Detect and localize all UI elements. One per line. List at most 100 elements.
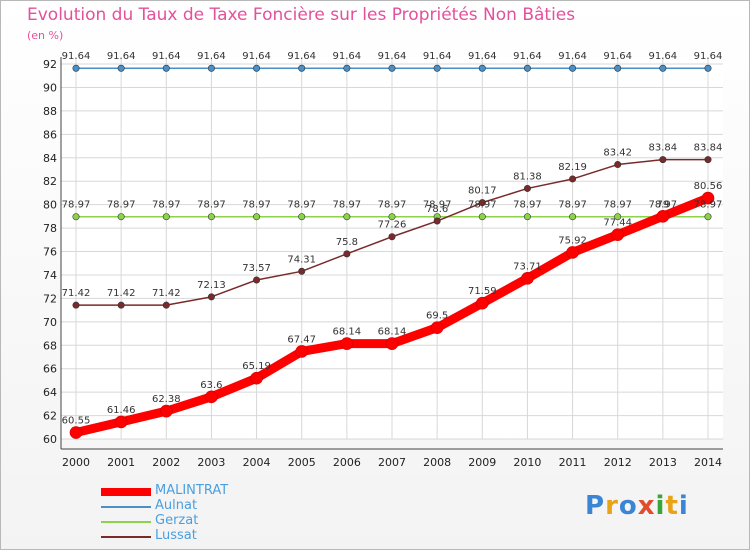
data-label-gerzat: 78.97 [62,200,91,211]
data-label-gerzat: 78.97 [468,200,497,211]
data-label-gerzat: 78.97 [107,200,136,211]
data-point-aulnat [433,64,441,72]
y-tick-label: 74 [43,269,57,282]
data-point-gerzat [388,213,396,221]
data-point-gerzat [614,213,622,221]
data-point-gerzat [72,213,80,221]
data-label-malintrat: 67.47 [287,334,316,345]
data-label-malintrat: 71.59 [468,286,497,297]
x-tick-label: 2013 [649,456,677,469]
y-tick-label: 60 [43,433,57,446]
data-point-aulnat [207,64,215,72]
data-label-malintrat: 80.56 [694,181,723,192]
data-label-lussat: 71.42 [152,288,181,299]
data-point-malintrat [114,415,128,429]
data-point-malintrat [69,426,83,439]
data-point-gerzat [569,213,577,221]
data-point-malintrat [475,296,489,310]
data-point-aulnat [569,64,577,72]
data-point-lussat [72,301,80,309]
data-label-lussat: 74.31 [287,254,316,265]
x-tick-label: 2012 [604,456,632,469]
data-point-lussat [117,301,125,309]
legend-label: Lussat [155,528,197,543]
data-point-gerzat [117,213,125,221]
y-tick-label: 84 [43,152,57,165]
data-point-malintrat [159,404,173,418]
data-point-lussat [523,184,531,192]
data-label-aulnat: 91.64 [378,51,407,62]
data-point-gerzat [343,213,351,221]
data-point-malintrat [430,321,444,334]
data-label-aulnat: 91.64 [423,51,452,62]
data-label-aulnat: 91.64 [197,51,226,62]
data-point-gerzat [253,213,261,221]
data-label-malintrat: 68.14 [378,327,407,338]
legend-swatch [101,488,151,496]
legend-label: MALINTRAT [155,483,229,498]
data-label-lussat: 71.42 [62,288,91,299]
data-label-gerzat: 78.97 [287,200,316,211]
data-label-lussat: 71.42 [107,288,136,299]
data-label-lussat: 73.57 [242,263,271,274]
y-tick-label: 76 [43,246,57,259]
data-label-aulnat: 91.64 [242,51,271,62]
data-point-aulnat [478,64,486,72]
chart-title: Evolution du Taux de Taxe Foncière sur l… [27,5,576,25]
data-label-lussat: 83.84 [694,143,723,154]
data-point-gerzat [478,213,486,221]
data-label-gerzat: 78.97 [694,200,723,211]
data-label-gerzat: 78.97 [423,200,452,211]
data-point-malintrat [611,228,625,241]
legend-swatch [101,521,151,523]
x-tick-label: 2009 [468,456,496,469]
y-tick-label: 68 [43,339,57,352]
data-label-gerzat: 78.97 [649,200,678,211]
data-point-lussat [207,293,215,301]
data-label-lussat: 81.38 [513,171,542,182]
data-label-gerzat: 78.97 [152,200,181,211]
data-point-lussat [569,175,577,183]
data-label-malintrat: 60.55 [62,416,91,427]
legend-label: Gerzat [155,513,199,528]
data-point-malintrat [340,337,354,350]
legend-swatch [101,536,151,538]
y-tick-label: 78 [43,222,57,235]
data-point-aulnat [72,64,80,72]
data-point-lussat [478,199,486,207]
data-label-malintrat: 69.5 [426,311,448,322]
data-point-aulnat [253,64,261,72]
data-label-malintrat: 62.38 [152,394,181,405]
x-tick-label: 2003 [197,456,225,469]
data-point-aulnat [162,64,170,72]
data-point-aulnat [343,64,351,72]
x-tick-label: 2014 [694,456,722,469]
data-label-malintrat: 61.46 [107,405,136,416]
data-point-aulnat [117,64,125,72]
data-point-aulnat [614,64,622,72]
data-label-aulnat: 91.64 [694,51,723,62]
data-point-malintrat [656,210,670,223]
data-label-aulnat: 91.64 [152,51,181,62]
y-tick-label: 92 [43,58,57,71]
data-label-gerzat: 78.97 [558,200,587,211]
data-label-aulnat: 91.64 [558,51,587,62]
data-label-aulnat: 91.64 [333,51,362,62]
data-point-malintrat [385,337,399,350]
data-point-aulnat [523,64,531,72]
data-label-malintrat: 65.19 [242,361,271,372]
y-tick-label: 88 [43,105,57,118]
data-label-malintrat: 75.92 [558,235,587,246]
data-point-gerzat [207,213,215,221]
legend-label: Aulnat [155,498,198,513]
y-tick-label: 86 [43,128,57,141]
data-point-gerzat [523,213,531,221]
data-label-aulnat: 91.64 [287,51,316,62]
proxiti-logo: Proxiti [585,491,689,521]
data-point-lussat [433,217,441,225]
data-label-lussat: 82.19 [558,162,587,173]
data-point-lussat [614,161,622,169]
data-label-lussat: 83.42 [603,148,632,159]
data-point-aulnat [704,64,712,72]
data-point-lussat [253,276,261,284]
